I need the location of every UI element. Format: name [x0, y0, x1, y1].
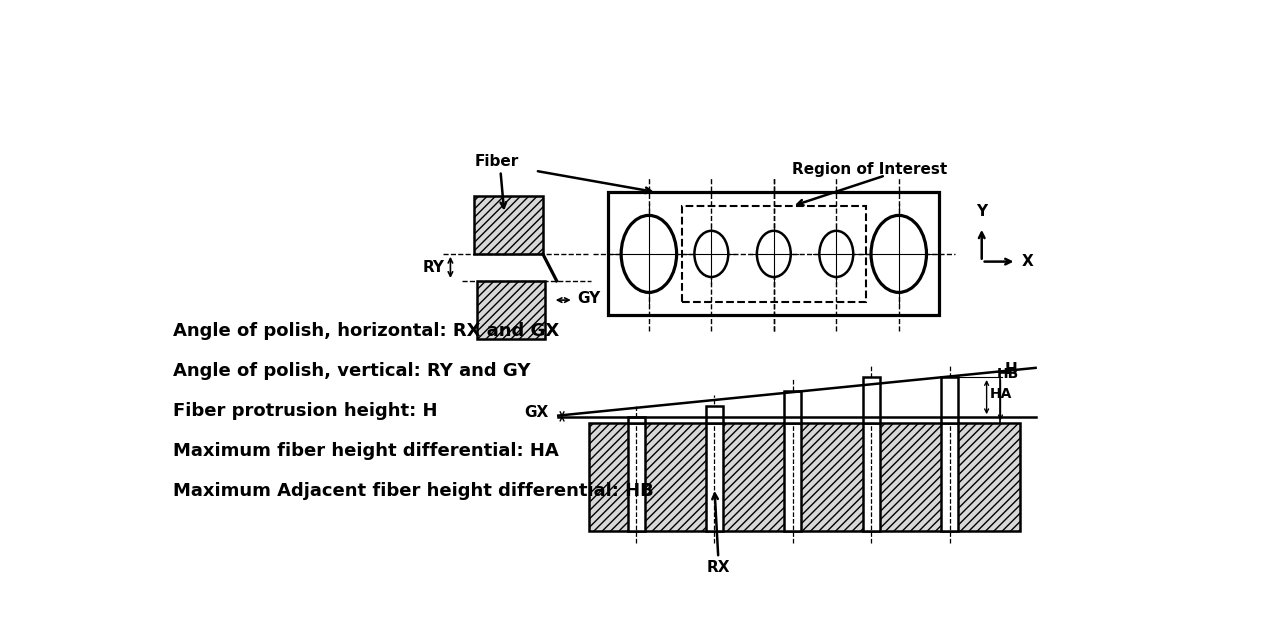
Bar [628, 423, 644, 531]
Text: HA: HA [990, 387, 1012, 401]
Text: H: H [1004, 362, 1017, 377]
Text: RY: RY [422, 260, 444, 275]
Text: Region of Interest: Region of Interest [791, 162, 947, 177]
Bar [473, 196, 543, 254]
Text: Maximum Adjacent fiber height differential: HB: Maximum Adjacent fiber height differenti… [174, 482, 654, 500]
Ellipse shape [757, 231, 791, 277]
Bar [941, 377, 959, 423]
Bar [628, 417, 644, 423]
Bar [785, 423, 801, 531]
Text: X: X [1022, 254, 1033, 269]
Text: HB: HB [997, 367, 1019, 381]
Text: Angle of polish, vertical: RY and GY: Angle of polish, vertical: RY and GY [174, 362, 531, 380]
Ellipse shape [695, 231, 728, 277]
Text: Maximum fiber height differential: HA: Maximum fiber height differential: HA [174, 442, 559, 460]
Bar [862, 377, 880, 423]
Bar [941, 423, 959, 531]
Bar [706, 423, 723, 531]
Text: GX: GX [525, 405, 549, 420]
Text: Fiber protrusion height: H: Fiber protrusion height: H [174, 402, 437, 420]
Text: GY: GY [577, 291, 601, 306]
Bar [477, 281, 545, 339]
Bar [785, 391, 801, 423]
Ellipse shape [819, 231, 853, 277]
Text: RX: RX [706, 561, 730, 575]
Bar [590, 423, 1021, 531]
Ellipse shape [621, 216, 677, 292]
Text: Angle of polish, horizontal: RX and GX: Angle of polish, horizontal: RX and GX [174, 322, 559, 340]
Bar [862, 423, 880, 531]
Bar [706, 406, 723, 423]
Ellipse shape [871, 216, 927, 292]
Bar [682, 206, 866, 301]
Text: Y: Y [976, 204, 988, 220]
Text: Fiber: Fiber [474, 154, 519, 169]
Bar [609, 192, 940, 316]
